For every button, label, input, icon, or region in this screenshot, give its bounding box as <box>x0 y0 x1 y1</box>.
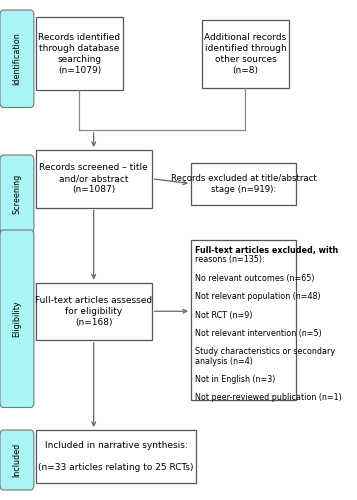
FancyBboxPatch shape <box>0 230 34 408</box>
Text: Full-text articles assessed
for eligibility
(n=168): Full-text articles assessed for eligibil… <box>35 296 152 327</box>
Text: Full-text articles excluded, with: Full-text articles excluded, with <box>195 246 338 255</box>
Text: Screening: Screening <box>12 174 21 214</box>
Text: Not relevant population (n=48): Not relevant population (n=48) <box>195 292 321 301</box>
Text: Additional records
identified through
other sources
(n=8): Additional records identified through ot… <box>204 32 287 75</box>
Text: Records identified
through database
searching
(n=1079): Records identified through database sear… <box>38 32 121 75</box>
Bar <box>36 150 152 208</box>
Bar <box>202 20 289 87</box>
Bar <box>191 240 296 400</box>
Text: reasons (n=135):: reasons (n=135): <box>195 255 265 264</box>
FancyBboxPatch shape <box>0 155 34 232</box>
Bar <box>36 18 123 90</box>
Bar <box>36 430 196 482</box>
Text: analysis (n=4): analysis (n=4) <box>195 356 253 366</box>
Text: Not in English (n=3): Not in English (n=3) <box>195 375 276 384</box>
Bar <box>36 282 152 340</box>
FancyBboxPatch shape <box>0 10 34 108</box>
Text: Included: Included <box>12 443 21 477</box>
Text: Records screened – title
and/or abstract
(n=1087): Records screened – title and/or abstract… <box>39 163 148 194</box>
Text: Not peer-reviewed publication (n=1): Not peer-reviewed publication (n=1) <box>195 394 342 402</box>
Text: Included in narrative synthesis:

(n=33 articles relating to 25 RCTs): Included in narrative synthesis: (n=33 a… <box>38 440 194 472</box>
Text: Records excluded at title/abstract
stage (n=919):: Records excluded at title/abstract stage… <box>171 174 317 194</box>
Bar <box>191 162 296 205</box>
Text: Identification: Identification <box>12 32 21 85</box>
Text: Eligibility: Eligibility <box>12 300 21 337</box>
Text: Study characteristics or secondary: Study characteristics or secondary <box>195 348 336 356</box>
Text: Not RCT (n=9): Not RCT (n=9) <box>195 310 253 320</box>
Text: Not relevant intervention (n=5): Not relevant intervention (n=5) <box>195 329 322 338</box>
Text: No relevant outcomes (n=65): No relevant outcomes (n=65) <box>195 274 315 282</box>
FancyBboxPatch shape <box>0 430 34 490</box>
